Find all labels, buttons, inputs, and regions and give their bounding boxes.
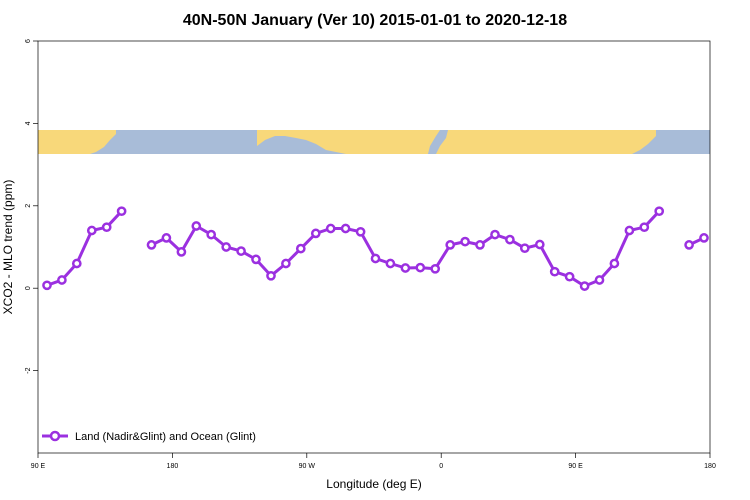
data-point bbox=[370, 253, 381, 264]
data-point bbox=[86, 225, 97, 236]
data-point bbox=[340, 223, 351, 234]
y-tick-label: 4 bbox=[25, 121, 32, 125]
data-point bbox=[236, 246, 246, 256]
data-point bbox=[475, 240, 485, 250]
data-point bbox=[564, 271, 575, 282]
y-tick-label: 2 bbox=[25, 204, 32, 208]
data-point bbox=[624, 225, 635, 236]
data-point bbox=[594, 275, 605, 285]
data-point bbox=[684, 240, 694, 250]
data-point bbox=[639, 222, 650, 233]
legend-marker bbox=[49, 430, 61, 442]
data-point bbox=[221, 242, 232, 252]
x-axis-label: Longitude (deg E) bbox=[326, 477, 421, 491]
y-tick-label: -2 bbox=[25, 367, 32, 373]
x-tick-label: 180 bbox=[704, 463, 716, 470]
data-point bbox=[549, 266, 560, 277]
data-point bbox=[101, 222, 112, 233]
data-point bbox=[71, 258, 82, 269]
legend-label: Land (Nadir&Glint) and Ocean (Glint) bbox=[75, 431, 256, 443]
series-layer bbox=[42, 206, 709, 291]
map-strip-land-eurasia bbox=[436, 130, 656, 154]
data-point bbox=[206, 229, 217, 240]
data-point bbox=[310, 228, 321, 239]
data-point bbox=[490, 229, 500, 240]
map-strip-land-asia-west bbox=[38, 130, 116, 154]
x-tick-label: 90 E bbox=[568, 463, 583, 470]
y-axis-label: XCO2 - MLO trend (ppm) bbox=[1, 180, 15, 315]
data-point bbox=[430, 263, 441, 274]
data-point bbox=[266, 270, 276, 281]
data-point bbox=[579, 281, 590, 291]
data-point bbox=[519, 243, 530, 254]
data-point bbox=[534, 239, 545, 250]
data-point bbox=[176, 247, 187, 257]
data-point bbox=[385, 258, 396, 269]
data-point bbox=[400, 263, 411, 273]
data-point bbox=[415, 262, 426, 273]
data-point bbox=[146, 240, 157, 250]
data-point bbox=[281, 258, 291, 269]
legend: Land (Nadir&Glint) and Ocean (Glint) bbox=[42, 430, 256, 443]
data-point bbox=[699, 233, 709, 243]
plot-frame bbox=[37, 40, 711, 454]
x-axis: 90 E 180 90 W 0 90 E 180 bbox=[31, 453, 716, 470]
data-point bbox=[42, 280, 52, 291]
y-axis: -2 0 2 4 6 bbox=[25, 39, 38, 374]
chart-title: 40N-50N January (Ver 10) 2015-01-01 to 2… bbox=[183, 12, 567, 29]
data-point bbox=[191, 221, 202, 231]
x-tick-label: 0 bbox=[439, 463, 443, 470]
y-tick-label: 0 bbox=[25, 286, 32, 290]
data-point bbox=[445, 240, 456, 250]
x-tick-label: 90 E bbox=[31, 463, 46, 470]
data-point bbox=[609, 258, 620, 269]
data-point bbox=[355, 226, 366, 237]
data-point bbox=[295, 243, 306, 254]
x-tick-label: 180 bbox=[167, 463, 179, 470]
data-point bbox=[325, 223, 336, 234]
y-tick-label: 6 bbox=[25, 39, 32, 43]
x-tick-label: 90 W bbox=[299, 463, 316, 470]
map-strip bbox=[38, 130, 710, 154]
series-line bbox=[46, 210, 123, 287]
data-point bbox=[654, 206, 665, 217]
data-point bbox=[161, 233, 172, 243]
data-point bbox=[116, 206, 127, 217]
data-point bbox=[57, 275, 67, 285]
data-point bbox=[505, 234, 515, 245]
data-point bbox=[251, 254, 261, 265]
data-point bbox=[460, 236, 470, 247]
map-strip-land-americas bbox=[257, 130, 440, 154]
